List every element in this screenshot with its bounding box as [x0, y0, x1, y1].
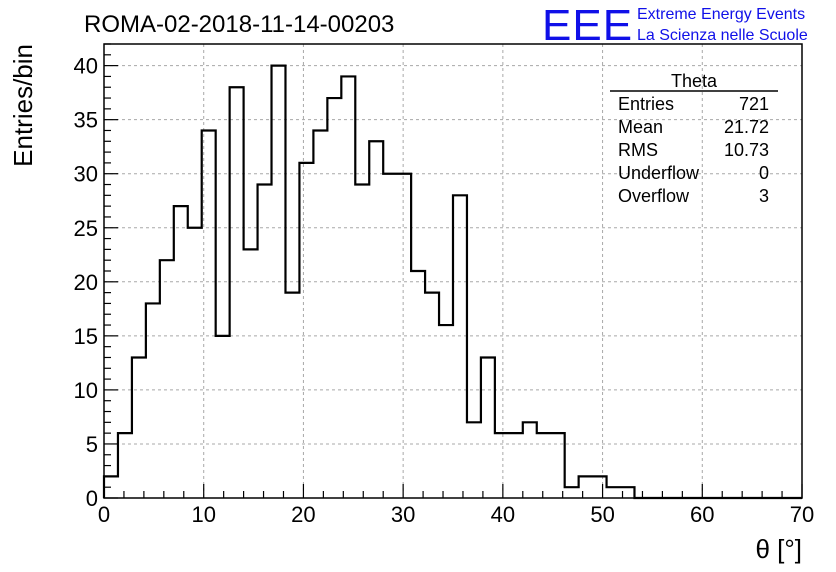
histogram-bin: [467, 422, 481, 498]
histogram-bin: [299, 163, 313, 498]
histogram-bin: [258, 185, 272, 498]
chart-title: ROMA-02-2018-11-14-00203: [84, 11, 394, 38]
histogram-bin: [537, 433, 551, 498]
y-tick-label: 25: [74, 216, 98, 241]
x-tick-label: 50: [590, 502, 614, 527]
stats-rows: Entries 721 Mean 21.72 RMS 10.73 Underflow 0 Ove…: [618, 94, 769, 206]
logo-line-1: Extreme Energy Events: [637, 6, 805, 23]
histogram-bin: [160, 260, 174, 498]
y-tick-label: 40: [74, 54, 98, 79]
histogram-bin: [481, 357, 495, 498]
stats-value: 3: [759, 186, 769, 206]
y-tick-label: 10: [74, 378, 98, 403]
x-tick-label: 40: [491, 502, 515, 527]
histogram-bin: [327, 98, 341, 498]
stats-label: Underflow: [618, 163, 700, 183]
histogram-bin: [439, 325, 453, 498]
stats-value: 721: [739, 94, 769, 114]
y-axis-title: Entries/bin: [8, 44, 38, 167]
stats-label: RMS: [618, 140, 658, 160]
histogram: [102, 64, 802, 500]
y-tick-label: 35: [74, 108, 98, 133]
stats-label: Entries: [618, 94, 674, 114]
histogram-bin: [551, 433, 565, 498]
histogram-bin: [579, 476, 593, 498]
logo-line-2: La Scienza nelle Scuole: [637, 27, 808, 44]
stats-value: 10.73: [724, 140, 769, 160]
y-tick-label: 5: [86, 432, 98, 457]
histogram-bin: [118, 433, 132, 498]
histogram-bin: [272, 66, 286, 498]
x-tick-label: 10: [191, 502, 215, 527]
histogram-bin: [607, 487, 621, 498]
y-tick-label: 30: [74, 162, 98, 187]
histogram-bin: [341, 76, 355, 498]
histogram-bin: [132, 357, 146, 498]
stats-label: Overflow: [618, 186, 690, 206]
logo-letters: EEE: [542, 1, 633, 50]
histogram-bin: [146, 303, 160, 498]
histogram-bin: [565, 487, 579, 498]
histogram-bin: [188, 228, 202, 498]
histogram-bin: [230, 87, 244, 498]
histogram-bin: [411, 271, 425, 498]
histogram-bin: [202, 130, 216, 498]
y-tick-label: 15: [74, 324, 98, 349]
histogram-bin: [285, 293, 299, 498]
logo: EEE Extreme Energy Events La Scienza nel…: [542, 1, 808, 50]
histogram-bin: [495, 433, 509, 498]
y-tick-label: 20: [74, 270, 98, 295]
histogram-bin: [355, 185, 369, 498]
stats-value: 0: [759, 163, 769, 183]
x-tick-label: 60: [690, 502, 714, 527]
histogram-bin: [453, 195, 467, 498]
stats-box: Theta Entries 721 Mean 21.72 RMS 10.73 Underfl…: [610, 71, 778, 206]
histogram-bin: [593, 476, 607, 498]
stats-label: Mean: [618, 117, 663, 137]
histogram-bin: [174, 206, 188, 498]
stats-name: Theta: [671, 71, 718, 91]
x-tick-label: 30: [391, 502, 415, 527]
y-tick-label: 0: [86, 486, 98, 511]
histogram-bin: [523, 422, 537, 498]
x-tick-label: 20: [291, 502, 315, 527]
x-axis-title: θ [°]: [755, 534, 802, 564]
histogram-bin: [216, 336, 230, 498]
histogram-bin: [425, 293, 439, 498]
axis-ticks: [103, 43, 803, 499]
histogram-bin: [369, 141, 383, 498]
histogram-bin: [397, 174, 411, 498]
histogram-outline: [102, 64, 802, 500]
histogram-bin: [509, 433, 523, 498]
histogram-bin: [383, 174, 397, 498]
histogram-bin: [313, 130, 327, 498]
x-tick-label: 0: [98, 502, 110, 527]
histogram-bin: [244, 249, 258, 498]
stats-value: 21.72: [724, 117, 769, 137]
x-tick-label: 70: [790, 502, 814, 527]
